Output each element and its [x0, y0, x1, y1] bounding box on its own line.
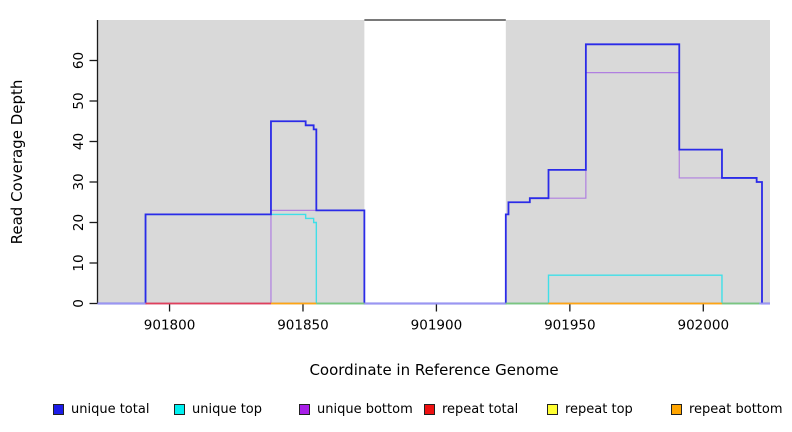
plot-canvas: 0 10 20 30 40 50 60 901800 901850 901900 901950 902…: [8, 19, 770, 379]
x-tick-label: 902000: [678, 318, 730, 334]
legend-item-unique-total: unique total: [53, 399, 149, 419]
legend-label: repeat bottom: [689, 401, 783, 417]
x-tick-label: 901950: [544, 318, 596, 334]
y-tick-label: 60: [71, 52, 87, 69]
y-tick-label: 0: [71, 299, 87, 308]
legend-item-repeat-total: repeat total: [424, 399, 518, 419]
y-tick-label: 30: [71, 173, 87, 190]
legend-label: unique total: [71, 401, 150, 417]
legend-swatch-icon: [53, 403, 64, 415]
y-tick-label: 50: [71, 92, 87, 109]
y-tick-label: 20: [71, 214, 87, 231]
x-tick-label: 901850: [277, 318, 329, 334]
legend-item-unique-top: unique top: [174, 399, 262, 419]
legend-swatch-icon: [174, 403, 185, 415]
aligned-region-shading: [97, 20, 365, 304]
x-tick-label: 901800: [144, 318, 196, 334]
legend-label: unique top: [192, 401, 263, 417]
aligned-region-shading: [505, 20, 770, 304]
y-tick-label: 10: [71, 254, 87, 271]
chart-legend: unique total unique top unique bottom repea…: [0, 399, 792, 423]
legend-swatch-icon: [424, 403, 435, 415]
y-tick-label: 40: [71, 133, 87, 150]
x-axis-title: Coordinate in Reference Genome: [309, 361, 558, 379]
legend-swatch-icon: [547, 403, 558, 415]
legend-item-unique-bottom: unique bottom: [299, 399, 413, 419]
legend-item-repeat-bottom: repeat bottom: [671, 399, 783, 419]
series-unique-total: [97, 43, 770, 305]
legend-label: repeat top: [565, 401, 633, 417]
legend-label: unique bottom: [317, 401, 413, 417]
legend-item-repeat-top: repeat top: [547, 399, 633, 419]
x-tick-label: 901900: [411, 318, 463, 334]
legend-swatch-icon: [671, 403, 682, 415]
y-axis-title: Read Coverage Depth: [8, 80, 26, 245]
legend-swatch-icon: [299, 403, 310, 415]
legend-label: repeat total: [442, 401, 519, 417]
